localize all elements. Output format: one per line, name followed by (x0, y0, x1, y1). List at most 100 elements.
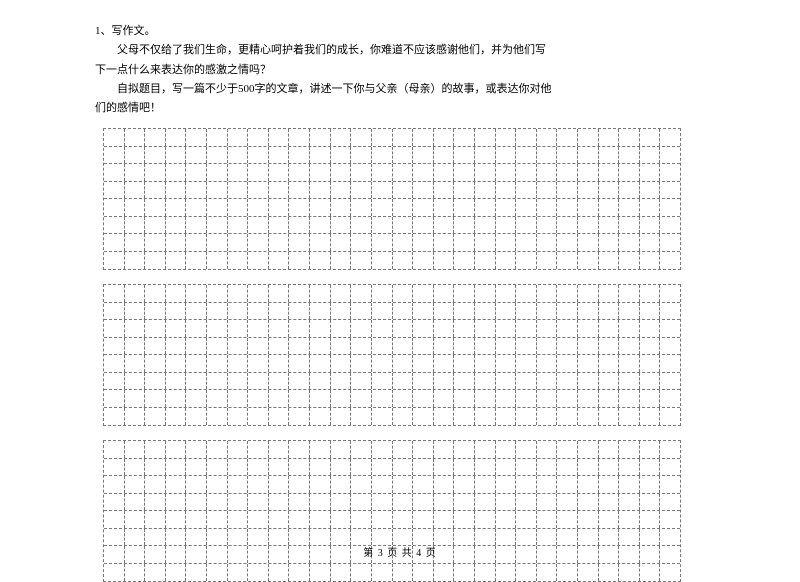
writing-grid-cell (619, 164, 640, 181)
writing-grid-cell (145, 147, 166, 164)
writing-grid-cell (228, 217, 249, 234)
writing-grid-cell (145, 217, 166, 234)
writing-grid-cell (372, 390, 393, 407)
writing-grid-cell (619, 441, 640, 458)
writing-grid-cell (393, 529, 414, 546)
writing-grid-cell (104, 459, 125, 476)
writing-grid-cell (145, 234, 166, 251)
writing-grid-cell (393, 373, 414, 390)
writing-grid-cell (104, 511, 125, 528)
writing-grid-cell (434, 217, 455, 234)
writing-grid-cell (454, 459, 475, 476)
writing-grid-cell (537, 441, 558, 458)
writing-grid-cell (248, 147, 269, 164)
writing-grid-cell (393, 459, 414, 476)
writing-grid-cell (413, 199, 434, 216)
writing-grid-cell (537, 390, 558, 407)
writing-grid-cell (393, 147, 414, 164)
writing-grid-cell (207, 147, 228, 164)
writing-grid-cell (413, 338, 434, 355)
writing-grid-cell (351, 408, 372, 426)
writing-grid-cell (186, 303, 207, 320)
writing-grid-cell (145, 564, 166, 582)
writing-grid-row (104, 182, 680, 200)
writing-grid-cell (516, 529, 537, 546)
writing-grid-cell (640, 408, 661, 426)
writing-grid-cell (269, 494, 290, 511)
writing-grid-cell (557, 199, 578, 216)
writing-grid-cell (434, 564, 455, 582)
writing-grid-cell (557, 441, 578, 458)
writing-grid-cell (578, 129, 599, 146)
writing-grid-cell (496, 408, 517, 426)
writing-grid-cell (413, 511, 434, 528)
writing-grid-row (104, 511, 680, 529)
question-line-1: 父母不仅给了我们生命，更精心呵护着我们的成长，你难道不应该感谢他们，并为他们写 (95, 41, 705, 60)
writing-grid-cell (413, 164, 434, 181)
writing-grid-cell (104, 476, 125, 493)
writing-grid-cell (557, 129, 578, 146)
writing-grid-cell (207, 303, 228, 320)
writing-grid-row (104, 147, 680, 165)
writing-grid-cell (454, 390, 475, 407)
writing-grid-cell (454, 164, 475, 181)
writing-grid-cell (393, 320, 414, 337)
writing-grid-cell (640, 303, 661, 320)
writing-grid-cell (660, 320, 680, 337)
writing-grid-cell (331, 217, 352, 234)
writing-grid-cell (310, 129, 331, 146)
writing-grid-cell (557, 164, 578, 181)
writing-grid-cell (228, 459, 249, 476)
writing-grid-cell (660, 476, 680, 493)
writing-grid-cell (186, 476, 207, 493)
writing-grid-cell (413, 459, 434, 476)
writing-grid-cell (496, 199, 517, 216)
writing-grid-cell (660, 234, 680, 251)
writing-grid-cell (145, 252, 166, 270)
writing-grid-cell (145, 441, 166, 458)
writing-grid-cell (516, 338, 537, 355)
writing-grid-cell (310, 147, 331, 164)
writing-grid-cell (228, 182, 249, 199)
writing-grid-cell (289, 476, 310, 493)
writing-grid-cell (166, 234, 187, 251)
writing-grid-cell (331, 511, 352, 528)
writing-grid-cell (248, 476, 269, 493)
writing-grid-cell (145, 494, 166, 511)
writing-grid-cell (599, 199, 620, 216)
writing-grid-cell (537, 320, 558, 337)
writing-grid-cell (104, 199, 125, 216)
writing-grid-cell (145, 320, 166, 337)
writing-grid-cell (289, 285, 310, 302)
writing-grid-cell (496, 182, 517, 199)
writing-grid-cell (619, 252, 640, 270)
writing-grid-cell (145, 285, 166, 302)
writing-grid-cell (207, 564, 228, 582)
writing-grid-cell (660, 355, 680, 372)
writing-grid-cell (393, 494, 414, 511)
writing-grid-cell (104, 529, 125, 546)
writing-grid-cell (186, 252, 207, 270)
writing-grid-cell (660, 182, 680, 199)
writing-grid-cell (289, 564, 310, 582)
writing-grid-cell (207, 320, 228, 337)
writing-grid-cell (104, 147, 125, 164)
writing-grid-cell (434, 494, 455, 511)
writing-grid-cell (413, 147, 434, 164)
writing-grid-cell (599, 164, 620, 181)
writing-grid-cell (186, 164, 207, 181)
writing-grid-cell (228, 476, 249, 493)
writing-grid-cell (186, 182, 207, 199)
writing-grid-cell (496, 164, 517, 181)
writing-grid-cell (454, 234, 475, 251)
writing-grid-cell (207, 408, 228, 426)
writing-grid-cell (578, 217, 599, 234)
writing-grid-cell (145, 338, 166, 355)
writing-grid-cell (557, 234, 578, 251)
writing-grid-cell (640, 199, 661, 216)
writing-grid-cell (331, 390, 352, 407)
writing-grid-cell (248, 285, 269, 302)
writing-grid-cell (166, 476, 187, 493)
writing-grid-cell (496, 234, 517, 251)
writing-grid-cell (640, 234, 661, 251)
